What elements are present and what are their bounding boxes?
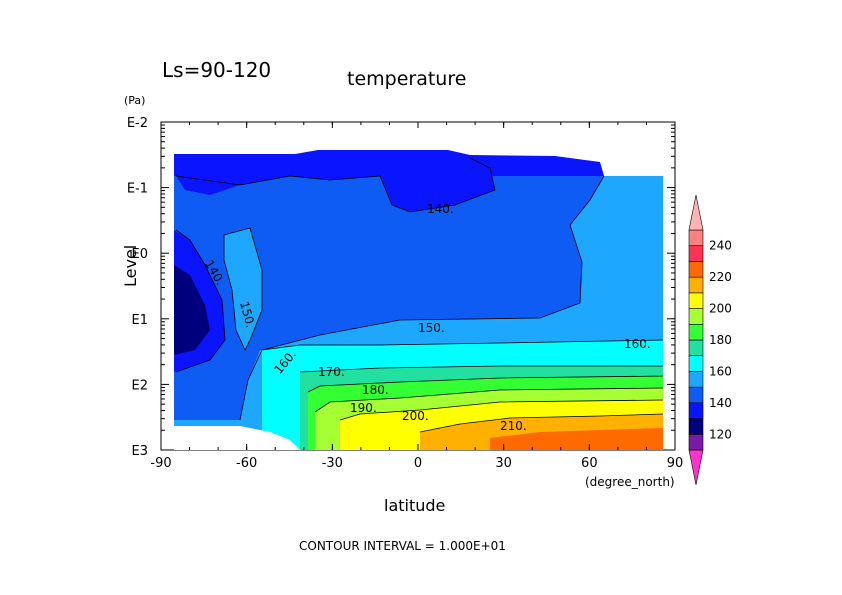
contour-label: 190. xyxy=(350,401,377,415)
x-tick-label: 0 xyxy=(414,456,422,471)
contour-line-150-upper xyxy=(239,175,605,421)
region-south-polar-130 xyxy=(174,265,210,355)
contour-label: 150. xyxy=(237,300,257,329)
colorbar-label: 220 xyxy=(709,270,732,284)
x-tick-label: -90 xyxy=(150,456,171,471)
colorbar-label: 160 xyxy=(709,364,732,378)
colorbar-swatch xyxy=(688,323,704,341)
chart-title: temperature xyxy=(347,68,466,90)
region-below-surface xyxy=(174,426,300,450)
contour-line-140-polar xyxy=(175,229,226,373)
contour-label: 160. xyxy=(624,337,651,351)
colorbar-over-triangle xyxy=(688,194,704,231)
colorbar-swatch xyxy=(688,276,704,294)
colorbar-swatch xyxy=(688,433,704,451)
colorbar-swatch xyxy=(688,386,704,404)
y-tick-label: E-1 xyxy=(127,182,148,197)
y-tick-label: E2 xyxy=(132,378,149,393)
contour-line-170 xyxy=(299,365,663,373)
contour-line-160 xyxy=(261,339,664,351)
contour-line-layer xyxy=(175,157,664,433)
contour-line-150-tongue xyxy=(223,227,263,351)
region-220-230 xyxy=(490,428,663,450)
y-tick-label: E3 xyxy=(132,444,149,459)
colorbar-swatch xyxy=(688,261,704,278)
colorbar-swatch xyxy=(688,308,704,325)
colorbar-swatch xyxy=(688,229,704,247)
contour-line-200 xyxy=(339,399,664,421)
x-tick-label: -30 xyxy=(322,456,343,471)
region-140-150-upper xyxy=(174,176,604,420)
contour-label: 210. xyxy=(500,419,527,433)
x-tick-label: 30 xyxy=(495,456,512,471)
contour-label: 170. xyxy=(318,365,345,379)
colorbar-swatch xyxy=(688,402,704,419)
colorbar-under-triangle xyxy=(688,449,704,486)
x-unit-label: (degree_north) xyxy=(585,475,675,489)
contour-line-190 xyxy=(314,387,664,413)
region-140-min-top xyxy=(176,153,495,212)
y-tick-label: E-2 xyxy=(127,116,148,131)
colorbar-swatch xyxy=(688,245,704,262)
contour-line-210 xyxy=(419,413,664,433)
colorbar-label: 200 xyxy=(709,302,732,316)
y-tick-label: E1 xyxy=(132,313,149,328)
contour-fill-layer xyxy=(174,150,663,450)
y-unit-label: (Pa) xyxy=(124,94,145,107)
season-label: Ls=90-120 xyxy=(162,58,271,82)
colorbar-swatch xyxy=(688,371,704,388)
x-axis: -90 -60 -30 0 30 60 90 xyxy=(150,122,683,471)
colorbar-label: 240 xyxy=(709,239,732,253)
y-axis-label: Level xyxy=(121,245,140,287)
colorbar-label: 180 xyxy=(709,333,732,347)
colorbar-swatch xyxy=(688,292,704,309)
contour-label: 200. xyxy=(402,409,429,423)
colorbar-label: 140 xyxy=(709,396,732,410)
contour-label: 180. xyxy=(362,383,389,397)
x-axis-label: latitude xyxy=(384,496,445,515)
contour-label: 140. xyxy=(427,202,454,216)
colorbar-swatch xyxy=(688,355,704,372)
contour-interval-note: CONTOUR INTERVAL = 1.000E+01 xyxy=(299,539,506,553)
x-tick-label: 60 xyxy=(581,456,598,471)
colorbar-swatch xyxy=(688,418,704,435)
contour-line-140-top xyxy=(175,157,496,213)
colorbar: 120 140 160 180 200 220 240 xyxy=(688,194,732,486)
colorbar-label: 120 xyxy=(709,427,732,441)
region-150-tongue xyxy=(224,228,262,350)
contour-label: 150. xyxy=(418,321,445,335)
x-tick-label: 90 xyxy=(667,456,684,471)
colorbar-swatch xyxy=(688,339,704,357)
y-axis: E-2 E-1 E0 E1 E2 E3 xyxy=(127,116,675,459)
contour-line-180 xyxy=(307,375,664,393)
x-tick-label: -60 xyxy=(236,456,257,471)
y-tick-label: E0 xyxy=(132,247,149,262)
